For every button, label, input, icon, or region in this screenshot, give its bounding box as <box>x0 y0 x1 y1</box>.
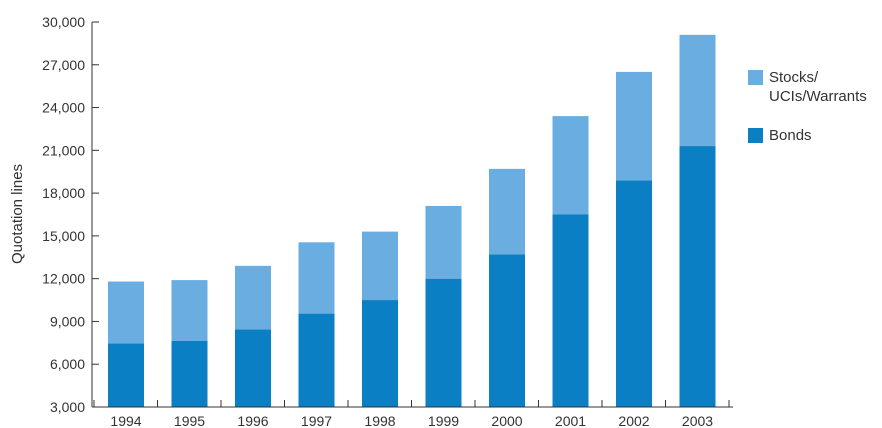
y-axis: 3,000 6,000 9,000 12,000 15,000 18,000 21,000 2… <box>42 14 99 415</box>
x-tick-label: 2001 <box>555 413 586 428</box>
legend-label-stocks: Stocks/ UCIs/Warrants <box>769 69 867 105</box>
x-tick-label: 1998 <box>364 413 395 428</box>
x-tick-label: 1996 <box>237 413 268 428</box>
bar-bonds-1997 <box>298 313 335 407</box>
bar-stocks-1996 <box>235 265 271 330</box>
x-tick-label: 2002 <box>618 413 649 428</box>
y-tick-label: 30,000 <box>42 14 85 30</box>
y-tick-label: 9,000 <box>50 313 85 329</box>
y-tick-label: 27,000 <box>42 57 85 73</box>
bar-stocks-1995 <box>171 280 208 341</box>
x-tick-label: 1994 <box>110 413 141 428</box>
x-tick-label: 2003 <box>682 413 713 428</box>
y-tick-label: 15,000 <box>42 228 85 244</box>
bar-stocks-1997 <box>298 242 335 314</box>
legend: Stocks/ UCIs/Warrants Bonds <box>748 68 882 165</box>
bar-stocks-2000 <box>489 168 525 255</box>
bar-bonds-2003 <box>679 146 716 408</box>
bar-bonds-2002 <box>616 180 652 407</box>
bar-bonds-1995 <box>171 340 208 407</box>
bar-stocks-1998 <box>362 231 398 301</box>
bar-bonds-1999 <box>425 278 462 407</box>
y-tick-label: 12,000 <box>42 271 85 287</box>
x-tick-label: 1997 <box>301 413 332 428</box>
bar-stocks-2001 <box>552 116 589 215</box>
x-tick-label: 1999 <box>428 413 459 428</box>
legend-item-stocks: Stocks/ UCIs/Warrants <box>748 68 882 106</box>
bar-bonds-2000 <box>489 254 525 407</box>
bar-bonds-1996 <box>235 329 271 407</box>
y-tick-label: 6,000 <box>50 356 85 372</box>
legend-item-bonds: Bonds <box>748 126 882 145</box>
x-tick-label: 2000 <box>491 413 522 428</box>
y-tick-label: 21,000 <box>42 142 85 158</box>
bar-stocks-1999 <box>425 205 462 279</box>
bar-bonds-1994 <box>108 343 144 407</box>
y-tick-label: 18,000 <box>42 185 85 201</box>
bars-group <box>108 34 716 408</box>
bar-bonds-2001 <box>552 214 589 407</box>
legend-swatch-bonds <box>748 128 763 143</box>
y-tick-label: 24,000 <box>42 100 85 116</box>
y-axis-label: Quotation lines <box>9 164 26 264</box>
x-tick-label: 1995 <box>174 413 205 428</box>
x-axis: 1994 1995 1996 1997 1998 1999 2000 2001 2002 2003 <box>92 400 733 428</box>
bar-stocks-1994 <box>108 281 144 344</box>
y-tick-label: 3,000 <box>50 399 85 415</box>
bar-stocks-2003 <box>679 34 716 147</box>
legend-swatch-stocks <box>748 70 763 85</box>
legend-label-bonds: Bonds <box>769 127 812 144</box>
bar-stocks-2002 <box>616 71 652 181</box>
bar-bonds-1998 <box>362 300 398 407</box>
